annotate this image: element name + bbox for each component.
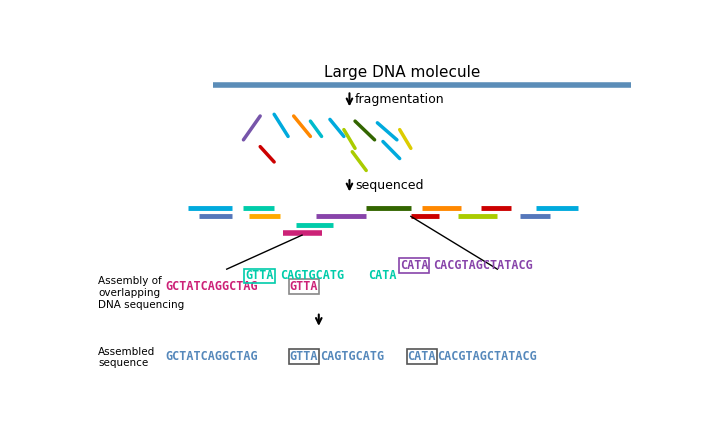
- Text: GTTA: GTTA: [289, 350, 318, 363]
- Text: Assembled
sequence: Assembled sequence: [99, 347, 156, 369]
- Text: GCTATCAGGCTAG: GCTATCAGGCTAG: [166, 280, 258, 293]
- Text: CATA: CATA: [400, 259, 428, 272]
- Text: fragmentation: fragmentation: [355, 93, 445, 106]
- Text: sequenced: sequenced: [355, 179, 423, 191]
- Text: CATA: CATA: [368, 270, 397, 282]
- Text: Large DNA molecule: Large DNA molecule: [324, 65, 481, 80]
- Text: GTTA: GTTA: [245, 270, 274, 282]
- Text: CACGTAGCTATACG: CACGTAGCTATACG: [437, 350, 537, 363]
- Text: GTTA: GTTA: [289, 280, 318, 293]
- Text: CAGTGCATG: CAGTGCATG: [280, 270, 344, 282]
- Text: Assembly of
overlapping
DNA sequencing: Assembly of overlapping DNA sequencing: [99, 276, 184, 309]
- Text: CATA: CATA: [408, 350, 436, 363]
- Text: GCTATCAGGCTAG: GCTATCAGGCTAG: [166, 350, 258, 363]
- Text: CAGTGCATG: CAGTGCATG: [320, 350, 384, 363]
- Text: CACGTAGCTATACG: CACGTAGCTATACG: [433, 259, 533, 272]
